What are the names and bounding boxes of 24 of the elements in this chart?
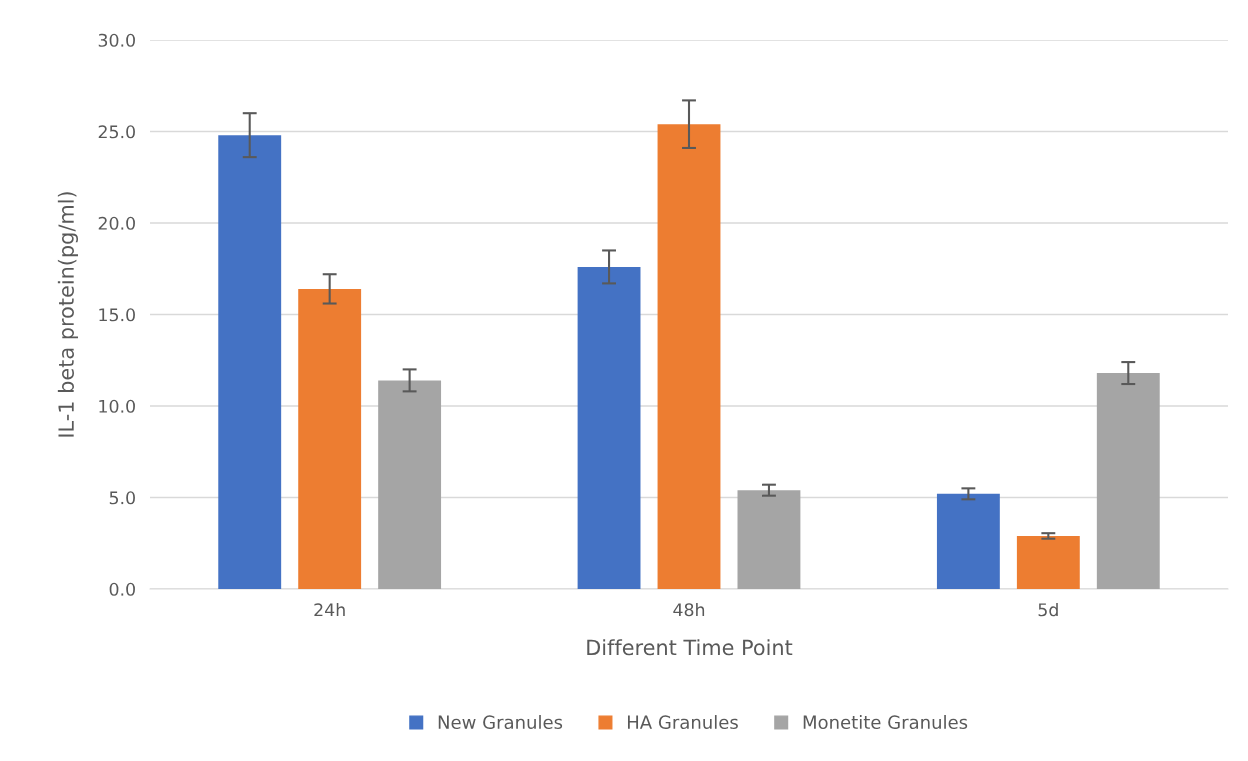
x-tick-label: 5d [1038, 602, 1058, 617]
y-tick-label: 10.0 [99, 399, 135, 413]
y-tick-label: 15.0 [99, 308, 135, 322]
legend-label: New Granules [438, 715, 563, 730]
legend-label: HA Granules [627, 715, 738, 730]
bar [577, 266, 641, 589]
bar [936, 493, 1000, 589]
bar [737, 490, 801, 589]
bar [1096, 373, 1160, 589]
y-tick-label: 30.0 [98, 33, 135, 47]
y-tick-label: 5.0 [109, 491, 135, 505]
bar [298, 288, 362, 589]
x-tick-label: 48h [673, 602, 705, 617]
y-axis-title: IL-1 beta protein(pg/ml) [57, 192, 79, 437]
bar [378, 380, 442, 589]
x-tick-label: 24h [314, 602, 345, 617]
y-tick-label: 25.0 [98, 125, 135, 139]
y-tick-label: 0.0 [109, 582, 135, 596]
legend-label: Monetite Granules [803, 715, 968, 730]
bar [657, 124, 721, 589]
bar [218, 135, 282, 589]
y-tick-label: 20.0 [98, 216, 135, 230]
bar [1016, 535, 1080, 589]
x-axis-title: Different Time Point [587, 639, 793, 656]
